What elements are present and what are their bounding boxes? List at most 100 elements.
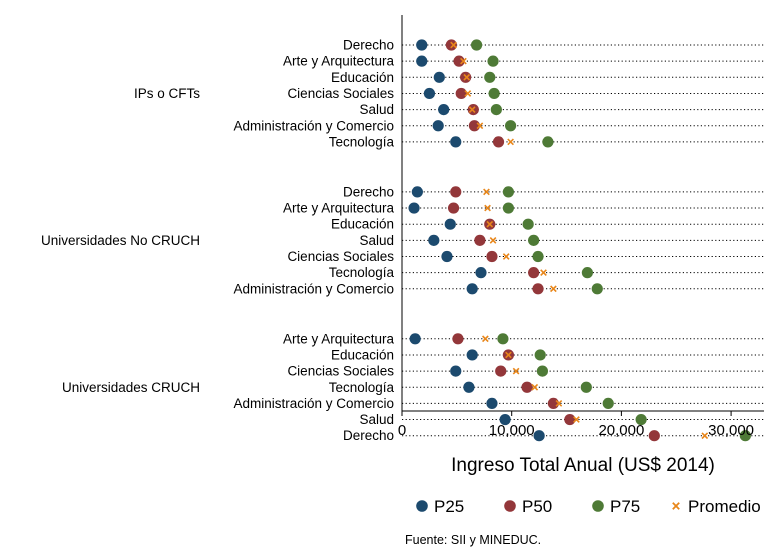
point-mean: [507, 138, 514, 146]
point-p25: [409, 333, 421, 345]
data-row: Salud: [359, 233, 764, 248]
point-p75: [490, 104, 502, 116]
point-mean: [468, 106, 476, 113]
point-p25: [444, 218, 456, 230]
point-p25: [499, 413, 511, 426]
point-p25: [441, 250, 453, 263]
point-p50: [495, 365, 507, 377]
point-p50: [492, 136, 505, 148]
data-row: Salud: [359, 412, 764, 427]
legend-marker: [592, 500, 604, 512]
data-row: Educación: [331, 347, 764, 362]
data-row: Ciencias Sociales: [287, 364, 764, 379]
point-mean: [573, 416, 580, 423]
point-p25: [432, 120, 444, 132]
point-p25: [475, 267, 487, 279]
point-p50: [474, 234, 486, 246]
x-tick-label: 20,000: [598, 422, 644, 439]
data-row: Salud: [359, 102, 764, 117]
point-p25: [428, 234, 440, 246]
point-p50: [547, 397, 559, 409]
point-p25: [433, 71, 445, 83]
point-mean: [512, 367, 520, 375]
point-p50: [532, 283, 544, 295]
data-row: Ciencias Sociales: [287, 249, 764, 264]
category-label: Salud: [359, 412, 394, 427]
group-label: Universidades No CRUCH: [41, 233, 200, 248]
point-p50: [447, 202, 460, 214]
data-row: Arte y Arquitectura: [283, 201, 764, 216]
point-mean: [502, 253, 510, 260]
point-p25: [466, 349, 478, 361]
legend-item-p25: P25: [416, 497, 464, 516]
source-note: Fuente: SII y MINEDUC.: [405, 533, 541, 547]
point-p75: [534, 349, 546, 361]
category-label: Tecnología: [329, 265, 395, 280]
point-p75: [591, 283, 603, 295]
point-mean: [450, 41, 457, 49]
data-row: Educación: [331, 70, 764, 85]
point-p75: [602, 397, 614, 409]
point-p50: [468, 120, 480, 132]
x-tick-label: 0: [398, 422, 406, 439]
legend-marker: [504, 500, 516, 512]
category-label: Ciencias Sociales: [287, 249, 394, 264]
category-label: Arte y Arquitectura: [283, 331, 395, 346]
point-mean: [550, 285, 557, 293]
legend-marker: [416, 500, 428, 512]
point-p25: [423, 87, 436, 100]
point-p50: [450, 186, 462, 198]
legend-item-p75: P75: [592, 497, 640, 516]
point-p75: [487, 55, 499, 67]
data-row: Arte y Arquitectura: [283, 331, 764, 346]
data-row: Arte y Arquitectura: [283, 54, 764, 69]
point-p25: [533, 430, 545, 442]
data-row: Derecho: [343, 428, 764, 443]
legend-label: P50: [522, 497, 552, 516]
legend-item-mean: Promedio: [672, 497, 761, 516]
group-label: Universidades CRUCH: [62, 380, 200, 395]
point-mean: [482, 335, 489, 343]
data-row: Administración y Comercio: [233, 281, 764, 296]
category-label: Ciencias Sociales: [287, 364, 394, 379]
category-label: Administración y Comercio: [233, 396, 394, 411]
point-mean: [484, 204, 491, 212]
x-axis-title: Ingreso Total Anual (US$ 2014): [451, 455, 715, 476]
point-mean: [701, 432, 709, 440]
point-p75: [505, 120, 517, 132]
data-row: Administración y Comercio: [233, 118, 764, 133]
point-p25: [408, 202, 420, 214]
category-label: Administración y Comercio: [233, 118, 394, 133]
category-label: Ciencias Sociales: [287, 86, 394, 101]
legend-item-p50: P50: [504, 497, 552, 516]
point-p75: [522, 218, 534, 230]
point-p75: [484, 71, 496, 83]
point-p25: [416, 55, 428, 67]
category-label: Tecnología: [329, 380, 395, 395]
point-p25: [463, 381, 475, 393]
legend-label: P75: [610, 497, 640, 516]
point-mean: [505, 351, 512, 359]
point-p50: [445, 39, 457, 51]
data-row: Ciencias Sociales: [287, 86, 764, 101]
point-mean: [540, 269, 547, 277]
data-row: Tecnología: [329, 134, 764, 149]
point-p50: [486, 250, 498, 263]
category-label: Salud: [359, 102, 394, 117]
data-row: Derecho: [343, 184, 764, 199]
category-label: Salud: [359, 233, 394, 248]
category-label: Educación: [331, 217, 394, 232]
point-p75: [542, 136, 554, 148]
point-p75: [580, 381, 592, 393]
x-axis: 0 10,000 20,000 30,000: [398, 15, 764, 439]
point-p25: [466, 283, 478, 295]
point-mean: [460, 57, 467, 65]
point-p50: [564, 413, 576, 426]
category-label: Educación: [331, 347, 394, 362]
point-mean: [476, 122, 484, 130]
category-label: Administración y Comercio: [233, 281, 394, 296]
data-row: Tecnología: [329, 265, 764, 280]
